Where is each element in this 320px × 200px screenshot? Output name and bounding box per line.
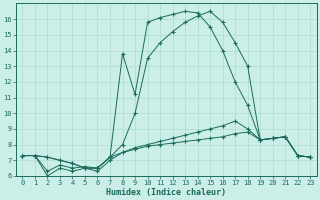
X-axis label: Humidex (Indice chaleur): Humidex (Indice chaleur) — [106, 188, 226, 197]
